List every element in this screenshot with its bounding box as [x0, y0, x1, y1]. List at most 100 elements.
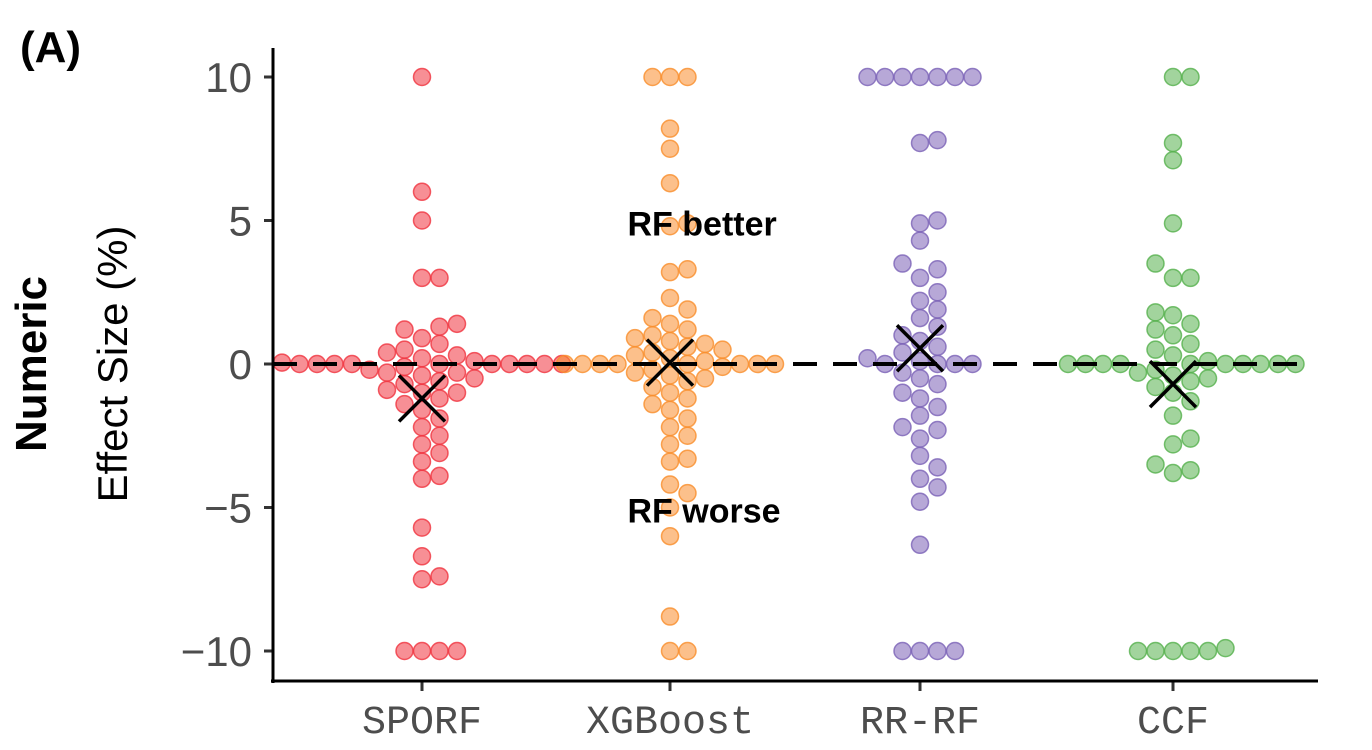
data-point: [1093, 354, 1113, 374]
x-tick-label: RR-RF: [860, 701, 980, 746]
data-point: [713, 357, 732, 377]
y-tick-label: −5: [204, 485, 252, 532]
data-point: [430, 567, 449, 586]
panel-label: (A): [20, 23, 81, 72]
data-point: [1181, 67, 1200, 87]
data-point: [910, 535, 930, 555]
data-point: [928, 300, 947, 319]
data-point: [1146, 377, 1165, 397]
data-point: [910, 214, 930, 233]
data-point: [678, 449, 697, 468]
data-point: [412, 435, 432, 454]
y-tick-label: 10: [205, 54, 252, 101]
mean-marker: [397, 374, 447, 423]
data-point: [447, 346, 467, 365]
data-point: [928, 211, 947, 230]
data-point: [928, 337, 947, 357]
data-point: [910, 231, 930, 250]
data-point: [963, 67, 982, 87]
data-point: [643, 394, 662, 414]
data-points: [272, 67, 1305, 661]
y-tick-label: 0: [229, 341, 252, 388]
data-point: [412, 268, 432, 288]
data-point: [1181, 314, 1200, 334]
data-point: [660, 383, 680, 402]
data-point: [1163, 326, 1183, 345]
data-point: [447, 641, 467, 661]
data-point: [893, 417, 912, 437]
data-point: [1146, 641, 1165, 661]
data-point: [1216, 354, 1235, 374]
data-point: [430, 268, 449, 288]
data-point: [695, 369, 715, 388]
data-point: [643, 308, 662, 328]
data-point: [660, 216, 680, 236]
data-point: [1163, 435, 1183, 454]
data-point: [535, 354, 554, 374]
data-point: [412, 469, 432, 489]
data-point: [713, 340, 732, 359]
data-point: [1163, 150, 1183, 170]
data-point: [660, 314, 680, 334]
data-point: [625, 346, 645, 365]
data-point: [447, 363, 467, 382]
data-point: [1163, 346, 1183, 365]
data-point: [447, 314, 467, 334]
data-point: [678, 409, 697, 428]
data-point: [695, 351, 715, 371]
data-point: [1198, 369, 1218, 388]
data-point: [430, 426, 449, 445]
data-point: [1128, 641, 1148, 661]
data-point: [678, 426, 697, 445]
data-point: [430, 466, 449, 486]
data-point: [1198, 351, 1218, 371]
data-point: [1146, 303, 1165, 322]
data-point: [430, 389, 449, 408]
data-point: [660, 119, 680, 138]
data-point: [875, 67, 895, 87]
data-point: [910, 389, 930, 408]
data-point: [928, 420, 947, 440]
data-point: [928, 67, 947, 87]
y-axis-ticks: 10 5 0 −5 −10: [181, 54, 273, 675]
data-point: [678, 67, 697, 87]
data-point: [430, 334, 449, 354]
data-point: [660, 475, 680, 494]
data-point: [447, 383, 467, 402]
data-point: [395, 374, 414, 394]
mean-marker: [1148, 359, 1198, 409]
data-point: [377, 363, 397, 382]
data-point: [1146, 340, 1165, 359]
data-point: [1146, 320, 1165, 339]
data-point: [1163, 214, 1183, 233]
data-point: [412, 211, 432, 230]
data-point: [893, 67, 912, 87]
data-point: [678, 300, 697, 319]
data-point: [1181, 371, 1200, 391]
data-point: [395, 394, 414, 414]
data-point: [928, 458, 947, 477]
data-point: [928, 283, 947, 302]
data-point: [678, 483, 697, 503]
mean-markers: [397, 323, 1198, 423]
data-point: [910, 369, 930, 388]
data-point: [395, 340, 414, 359]
y-axis-label: Effect Size (%): [89, 226, 136, 503]
data-point: [660, 173, 680, 193]
data-point: [910, 429, 930, 448]
data-point: [910, 492, 930, 512]
mean-marker: [645, 338, 695, 387]
data-point: [1216, 638, 1235, 658]
x-tick-label: XGBoost: [586, 701, 754, 746]
data-point: [660, 262, 680, 282]
data-point: [625, 363, 645, 382]
data-point: [412, 366, 432, 385]
data-point: [695, 334, 715, 354]
data-point: [910, 641, 930, 661]
annotation-rf-better: RF better: [628, 205, 777, 243]
data-point: [395, 320, 414, 339]
data-point: [465, 369, 484, 388]
data-point: [412, 328, 432, 348]
data-point: [678, 389, 697, 408]
data-point: [660, 641, 680, 661]
